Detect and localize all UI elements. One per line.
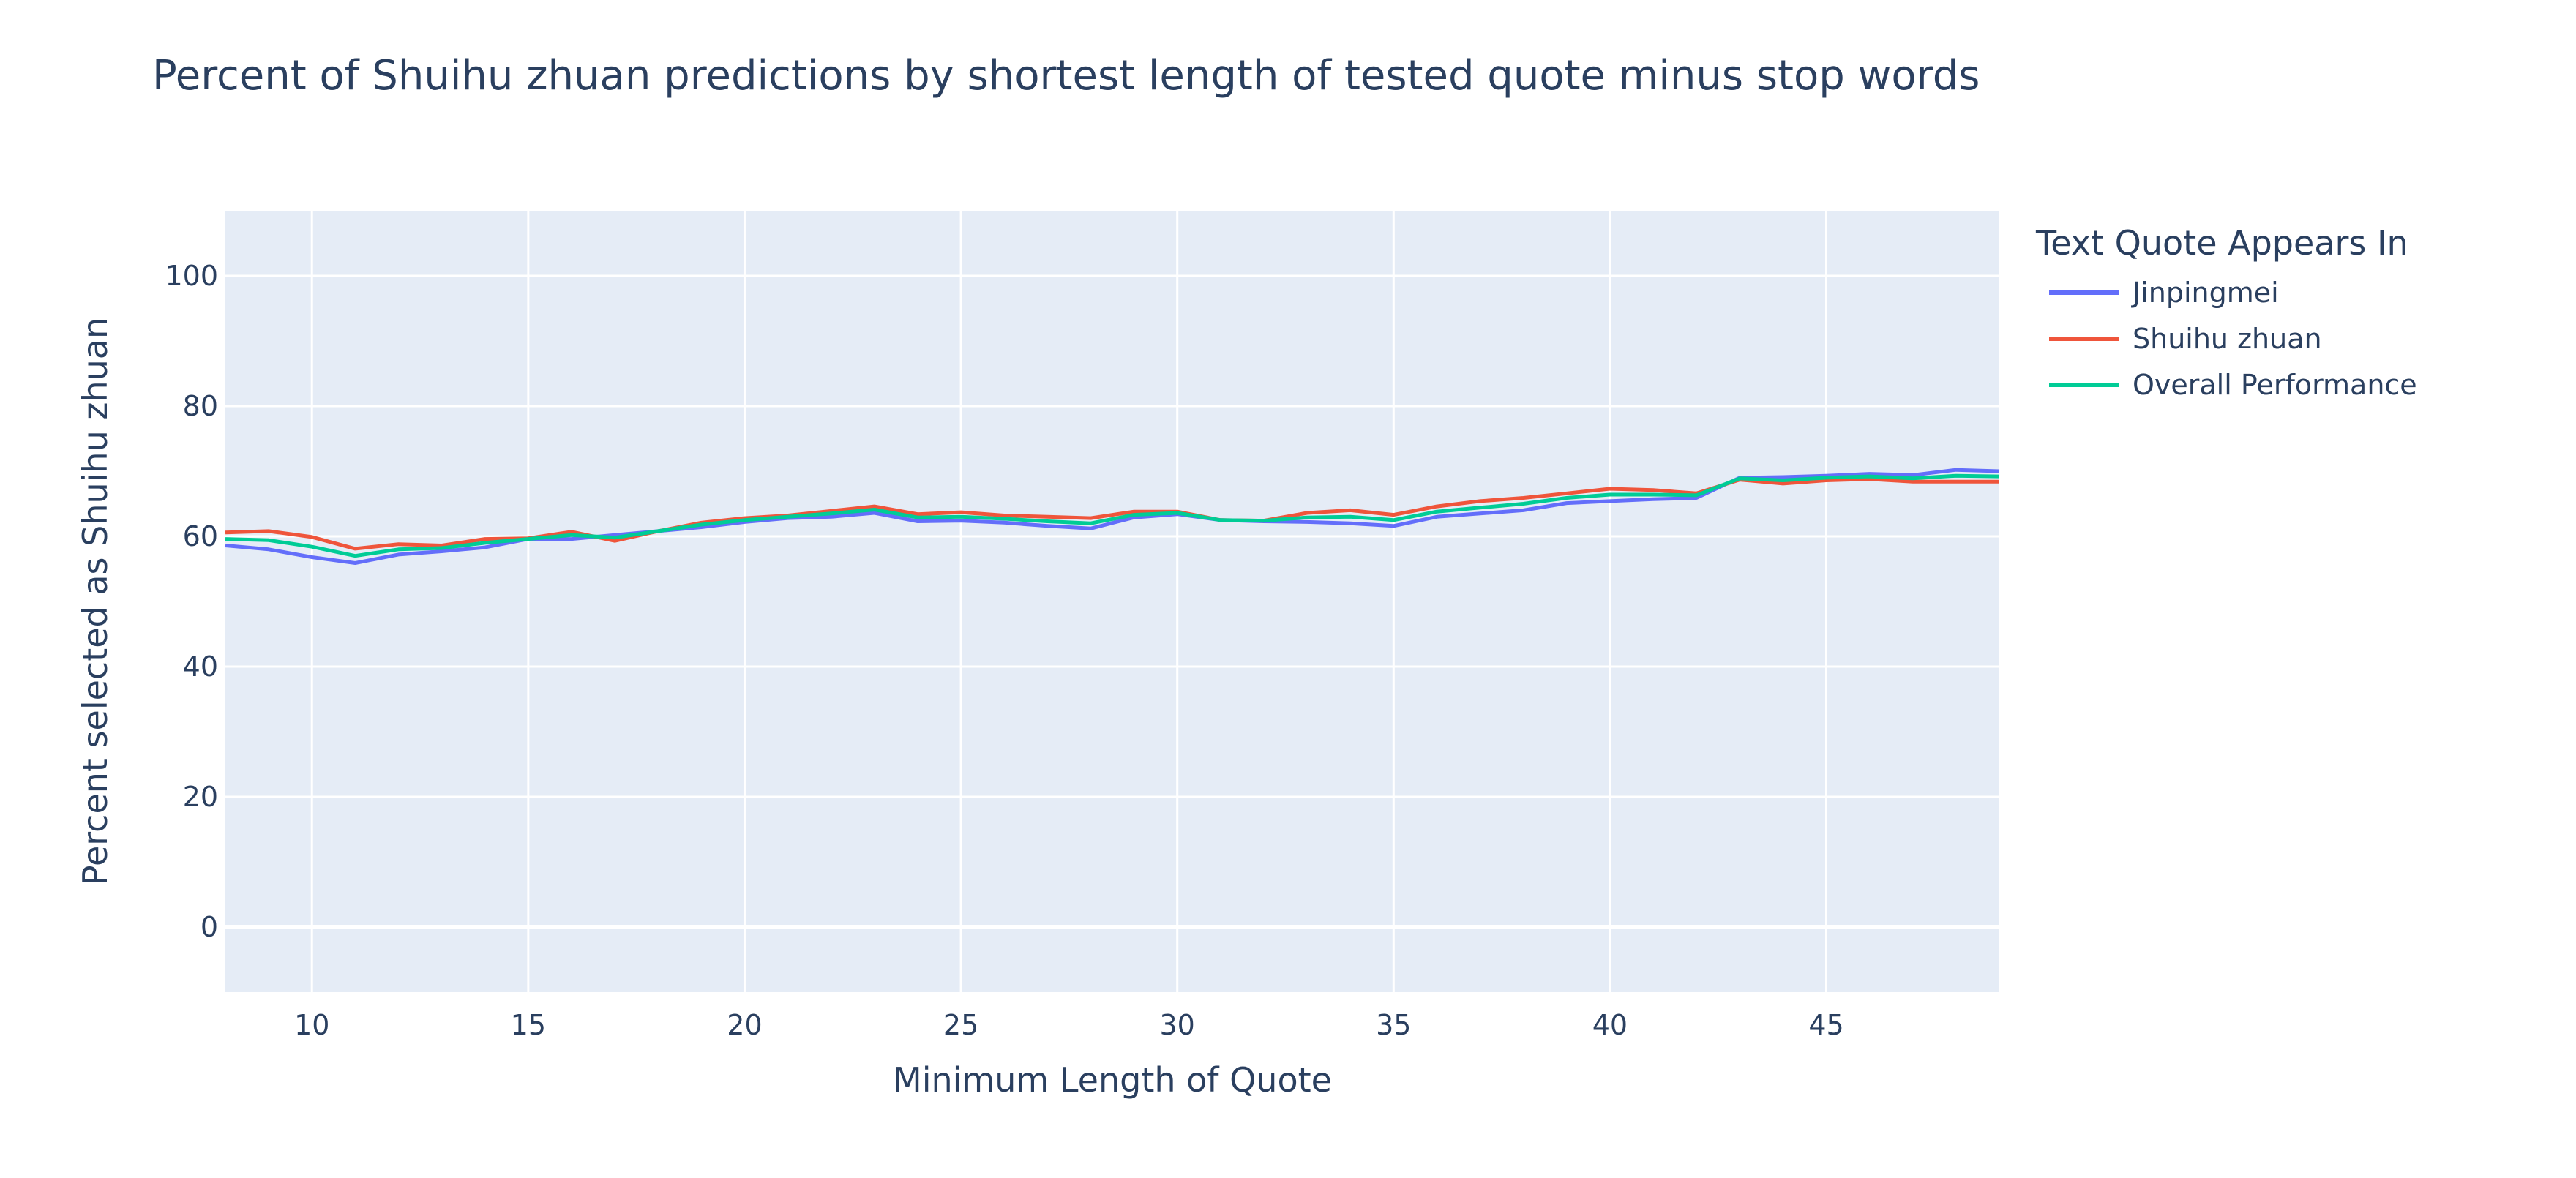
x-tick-label: 25 (943, 1009, 978, 1041)
series-line-overall-performance (225, 473, 2000, 558)
y-axis-ticks: 0 20 40 60 80 100 (165, 260, 218, 943)
legend-label: Shuihu zhuan (2133, 323, 2322, 355)
x-tick-label: 30 (1160, 1009, 1195, 1041)
x-tick-label: 35 (1376, 1009, 1411, 1041)
x-tick-label: 20 (727, 1009, 762, 1041)
y-tick-label: 40 (183, 650, 218, 683)
x-tick-label: 10 (294, 1009, 329, 1041)
legend-title: Text Quote Appears In (2035, 223, 2408, 263)
y-axis-title: Percent selected as Shuihu zhuan (75, 318, 115, 885)
y-tick-label: 100 (165, 260, 218, 292)
y-tick-label: 20 (183, 781, 218, 813)
y-tick-label: 80 (183, 390, 218, 422)
grid-lines (225, 211, 1999, 992)
x-tick-label: 15 (511, 1009, 546, 1041)
legend-item[interactable]: Jinpingmei (2049, 277, 2279, 309)
legend-item[interactable]: Overall Performance (2049, 369, 2417, 401)
x-tick-label: 40 (1592, 1009, 1628, 1041)
plot-area (225, 211, 1999, 992)
x-axis-title: Minimum Length of Quote (893, 1060, 1332, 1100)
legend: Text Quote Appears In Jinpingmei Shuihu z… (2035, 223, 2417, 401)
x-axis-ticks: 10 15 20 25 30 35 40 45 (294, 1009, 1844, 1041)
legend-item[interactable]: Shuihu zhuan (2049, 323, 2322, 355)
chart-title: Percent of Shuihu zhuan predictions by s… (152, 52, 1980, 100)
series-lines (225, 468, 2000, 565)
x-tick-label: 45 (1808, 1009, 1843, 1041)
legend-label: Overall Performance (2133, 369, 2417, 401)
y-tick-label: 60 (183, 520, 218, 552)
legend-label: Jinpingmei (2131, 277, 2279, 309)
y-tick-label: 0 (201, 911, 218, 943)
